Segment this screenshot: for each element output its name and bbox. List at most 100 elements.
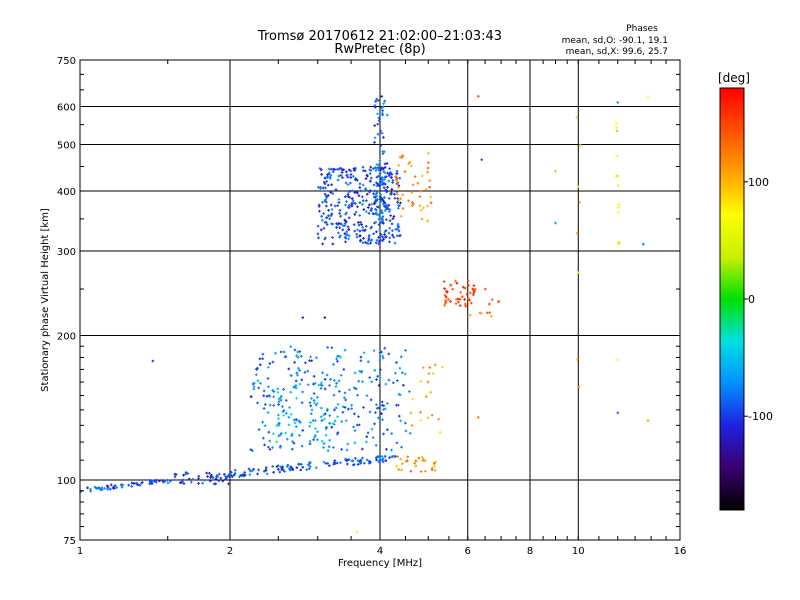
data-point — [386, 428, 389, 431]
data-point — [307, 462, 311, 466]
data-point — [366, 206, 370, 209]
data-point — [393, 196, 397, 200]
data-point — [347, 216, 351, 220]
chart-subtitle: RwPretec (8p) — [334, 42, 425, 57]
data-point — [418, 204, 422, 208]
data-point — [343, 391, 347, 395]
data-point — [324, 198, 327, 201]
data-point — [391, 229, 394, 232]
data-point — [343, 396, 346, 400]
data-point — [361, 226, 365, 229]
data-point — [477, 95, 480, 98]
data-point — [383, 233, 386, 236]
data-point — [353, 371, 357, 375]
data-point — [320, 218, 324, 222]
data-point — [316, 232, 320, 236]
data-point — [361, 195, 364, 199]
data-point — [379, 368, 382, 371]
data-point — [283, 470, 286, 473]
data-point — [182, 473, 185, 477]
data-point — [344, 398, 347, 402]
data-point — [332, 462, 336, 466]
data-point — [154, 480, 157, 483]
data-point — [577, 271, 580, 274]
data-point — [359, 359, 363, 362]
data-point — [277, 417, 280, 420]
data-point — [444, 301, 447, 305]
data-point — [315, 466, 318, 470]
data-point — [356, 463, 360, 466]
x-tick-label: 6 — [465, 546, 471, 557]
data-point — [292, 441, 296, 445]
data-point — [396, 455, 399, 458]
data-point — [380, 179, 384, 183]
data-point — [268, 395, 272, 398]
data-point — [337, 167, 341, 171]
data-point — [267, 366, 270, 369]
data-point — [380, 455, 384, 458]
data-point — [305, 468, 309, 472]
data-point — [368, 376, 371, 379]
data-point — [354, 457, 357, 460]
data-point — [238, 475, 241, 479]
colorbar-gradient — [720, 88, 744, 510]
data-point — [121, 483, 125, 487]
data-point — [328, 421, 332, 425]
data-point — [329, 378, 332, 381]
data-point — [249, 395, 253, 399]
data-point — [295, 371, 299, 375]
data-point — [296, 373, 299, 377]
data-point — [311, 419, 315, 422]
data-point — [334, 462, 337, 465]
data-point — [319, 383, 323, 387]
data-point — [377, 213, 381, 217]
data-point — [350, 403, 353, 407]
data-point — [310, 397, 313, 400]
data-point — [614, 174, 618, 178]
data-point — [262, 389, 266, 393]
data-point — [335, 357, 338, 361]
data-point — [409, 469, 413, 473]
data-point — [272, 470, 275, 474]
data-point — [396, 201, 399, 204]
data-point — [271, 360, 275, 364]
data-point — [444, 295, 448, 299]
data-point — [403, 170, 407, 173]
data-point — [343, 222, 347, 225]
data-point — [253, 381, 256, 385]
data-point — [387, 352, 391, 356]
chart-title: Tromsø 20170612 21:02:00–21:03:43 — [257, 29, 502, 44]
data-point — [275, 424, 279, 427]
data-point — [197, 475, 201, 478]
data-point — [386, 402, 389, 405]
data-point — [399, 201, 402, 205]
data-point — [291, 440, 294, 443]
data-point — [297, 366, 300, 370]
data-point — [338, 212, 341, 215]
data-point — [337, 379, 341, 383]
data-point — [375, 407, 379, 410]
data-point — [326, 409, 329, 412]
data-point — [324, 433, 328, 437]
data-point — [382, 167, 385, 171]
data-point — [430, 466, 434, 470]
data-point — [370, 207, 373, 210]
data-point — [312, 438, 315, 441]
data-point — [388, 167, 391, 170]
data-point — [330, 208, 334, 211]
data-point — [379, 193, 383, 196]
data-point — [394, 371, 397, 375]
data-point — [385, 218, 388, 222]
data-point — [288, 467, 291, 470]
data-point — [332, 393, 336, 397]
data-point — [442, 280, 446, 283]
data-point — [358, 186, 362, 189]
data-point — [413, 175, 417, 178]
data-point — [420, 174, 424, 178]
data-point — [461, 295, 464, 299]
data-point — [325, 200, 328, 204]
data-point — [385, 204, 389, 207]
data-point — [375, 199, 378, 202]
data-point — [377, 416, 380, 420]
data-point — [441, 365, 444, 369]
